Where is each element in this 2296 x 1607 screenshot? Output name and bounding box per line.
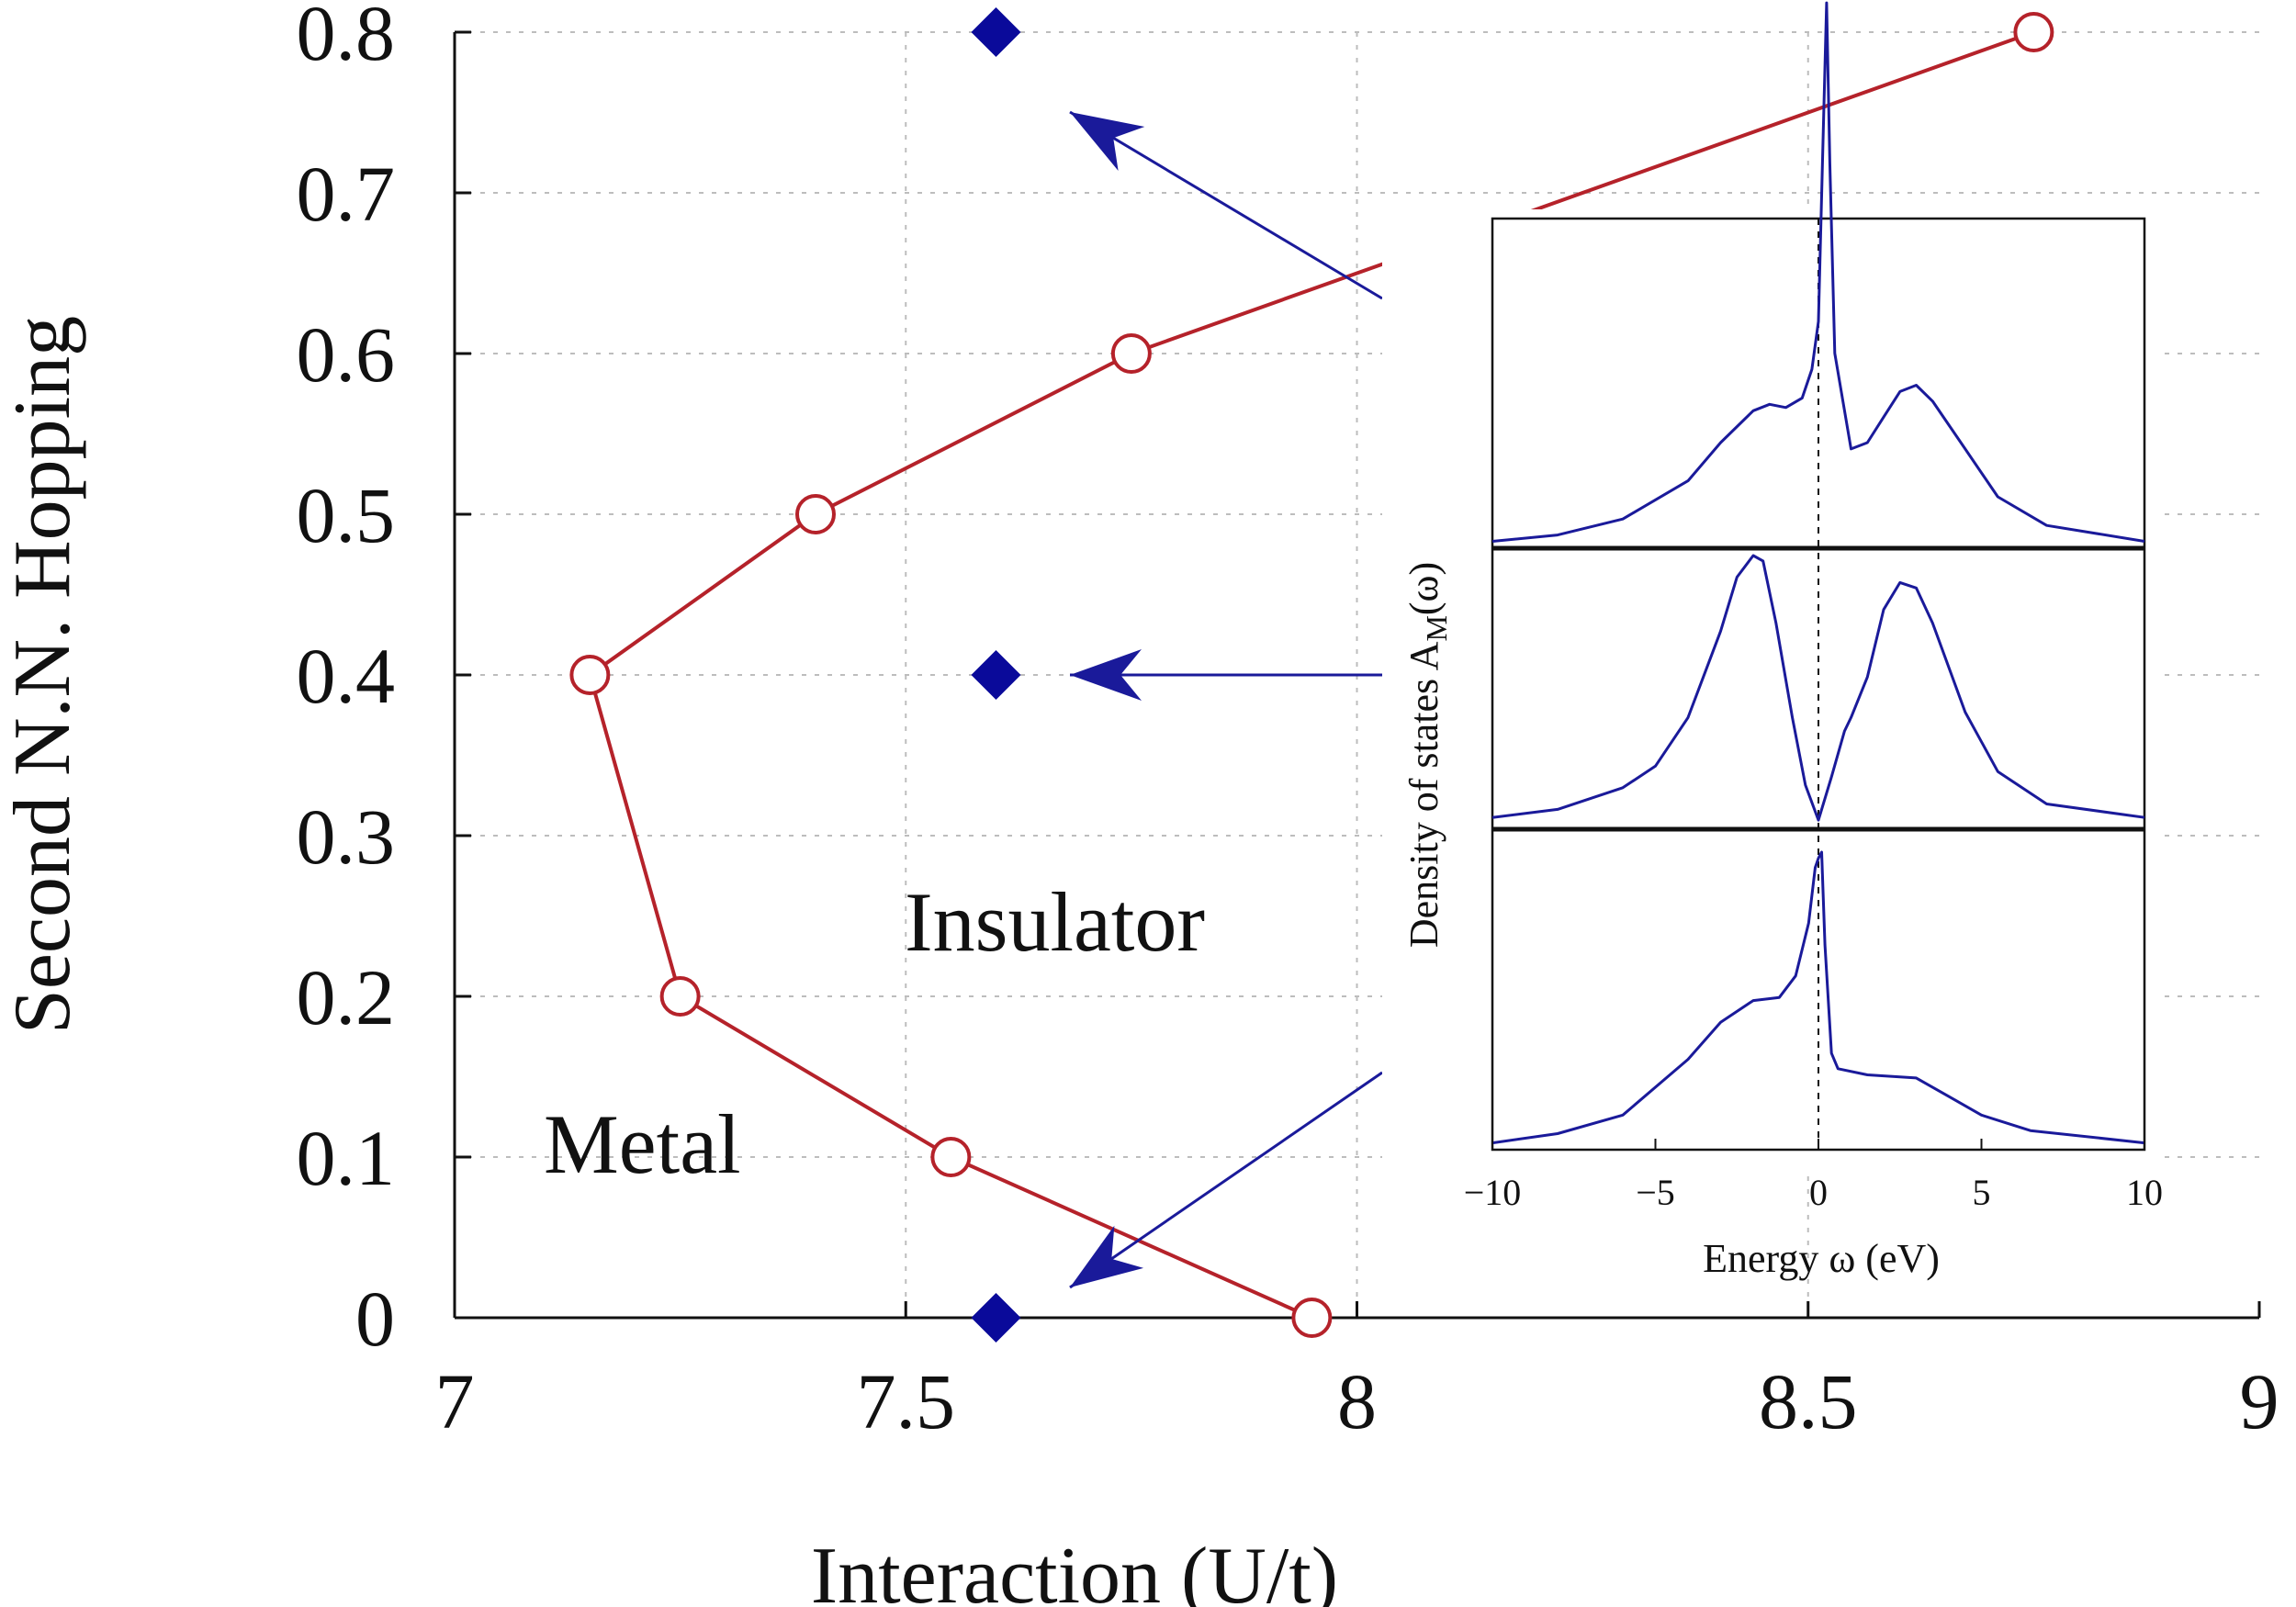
- y-tick-label: 0.5: [297, 471, 396, 559]
- pointer-arrow-head: [1070, 112, 1145, 172]
- y-tick-label: 0.2: [297, 953, 396, 1041]
- main-series: [569, 7, 2054, 1343]
- x-tick-label: 9: [2240, 1357, 2279, 1445]
- phase-boundary-point: [659, 976, 701, 1017]
- main-labels: Interaction (U/t) Second N.N. Hopping In…: [0, 316, 1338, 1607]
- y-tick-label: 0: [355, 1275, 395, 1363]
- dos-curve-bottom: [1491, 850, 2145, 1145]
- spectrum-marker-diamond: [971, 7, 1021, 57]
- y-tick-label: 0.7: [297, 150, 396, 238]
- dos-curve-middle: [1491, 554, 2145, 822]
- arrows: [1069, 110, 1383, 1289]
- pointer-arrow-line: [1069, 1071, 1383, 1289]
- inset-x-tick-label: 0: [1809, 1172, 1828, 1213]
- metal-label: Metal: [544, 1097, 741, 1191]
- y-axis-label: Second N.N. Hopping: [0, 316, 87, 1034]
- phase-boundary-point: [1110, 333, 1152, 374]
- y-tick-label: 0.8: [297, 0, 396, 77]
- y-tick-label: 0.6: [297, 310, 396, 399]
- x-axis-label: Interaction (U/t): [811, 1532, 1338, 1607]
- inset-y-label-prefix: Density of states A: [1401, 641, 1446, 948]
- inset-x-tick-label: 5: [1973, 1172, 1991, 1213]
- y-tick-label: 0.1: [297, 1114, 396, 1202]
- insulator-label: Insulator: [905, 875, 1205, 969]
- inset-x-axis-label: Energy ω (eV): [1703, 1236, 1940, 1281]
- inset-dos-plot: −10 −5 0 5 10: [1382, 1, 2163, 1213]
- pointer-arrow-head: [1070, 1225, 1144, 1287]
- spectrum-marker-diamond: [971, 650, 1021, 700]
- inset-x-tick-label: −5: [1636, 1172, 1675, 1213]
- inset-y-axis-label: Density of states AM(ω): [1401, 562, 1453, 948]
- phase-boundary-point: [930, 1137, 972, 1177]
- x-tick-label: 8: [1337, 1357, 1377, 1445]
- phase-boundary-point: [795, 494, 836, 534]
- pointer-arrow-line: [1069, 110, 1383, 300]
- main-plot-frame: [453, 30, 2261, 1320]
- x-tick-label: 7: [435, 1357, 475, 1445]
- phase-boundary-point: [569, 655, 611, 695]
- inset-x-tick-label: −10: [1464, 1172, 1522, 1213]
- inset-labels: Energy ω (eV) Density of states AM(ω): [1401, 562, 1940, 1281]
- inset-background: [1382, 209, 2163, 1168]
- inset-x-tick-label: 10: [2126, 1172, 2163, 1213]
- y-tick-label: 0.3: [297, 792, 396, 881]
- inset-y-label-suffix: (ω): [1401, 562, 1446, 615]
- pointer-arrow-head: [1070, 649, 1142, 701]
- spectrum-marker-diamond: [971, 1293, 1021, 1343]
- phase-boundary-point: [2013, 12, 2054, 52]
- phase-boundary-point: [1291, 1298, 1333, 1338]
- y-tick-label: 0.4: [297, 632, 396, 720]
- main-tick-labels: 7 7.5 8 8.5 9 0 0.1 0.2 0.3 0.4 0.5 0.6 0.7 0.8: [297, 0, 2279, 1445]
- dos-curve-top: [1491, 1, 2145, 543]
- inset-y-label-sub: M: [1420, 615, 1453, 641]
- x-tick-label: 8.5: [1759, 1357, 1858, 1445]
- x-tick-label: 7.5: [857, 1357, 956, 1445]
